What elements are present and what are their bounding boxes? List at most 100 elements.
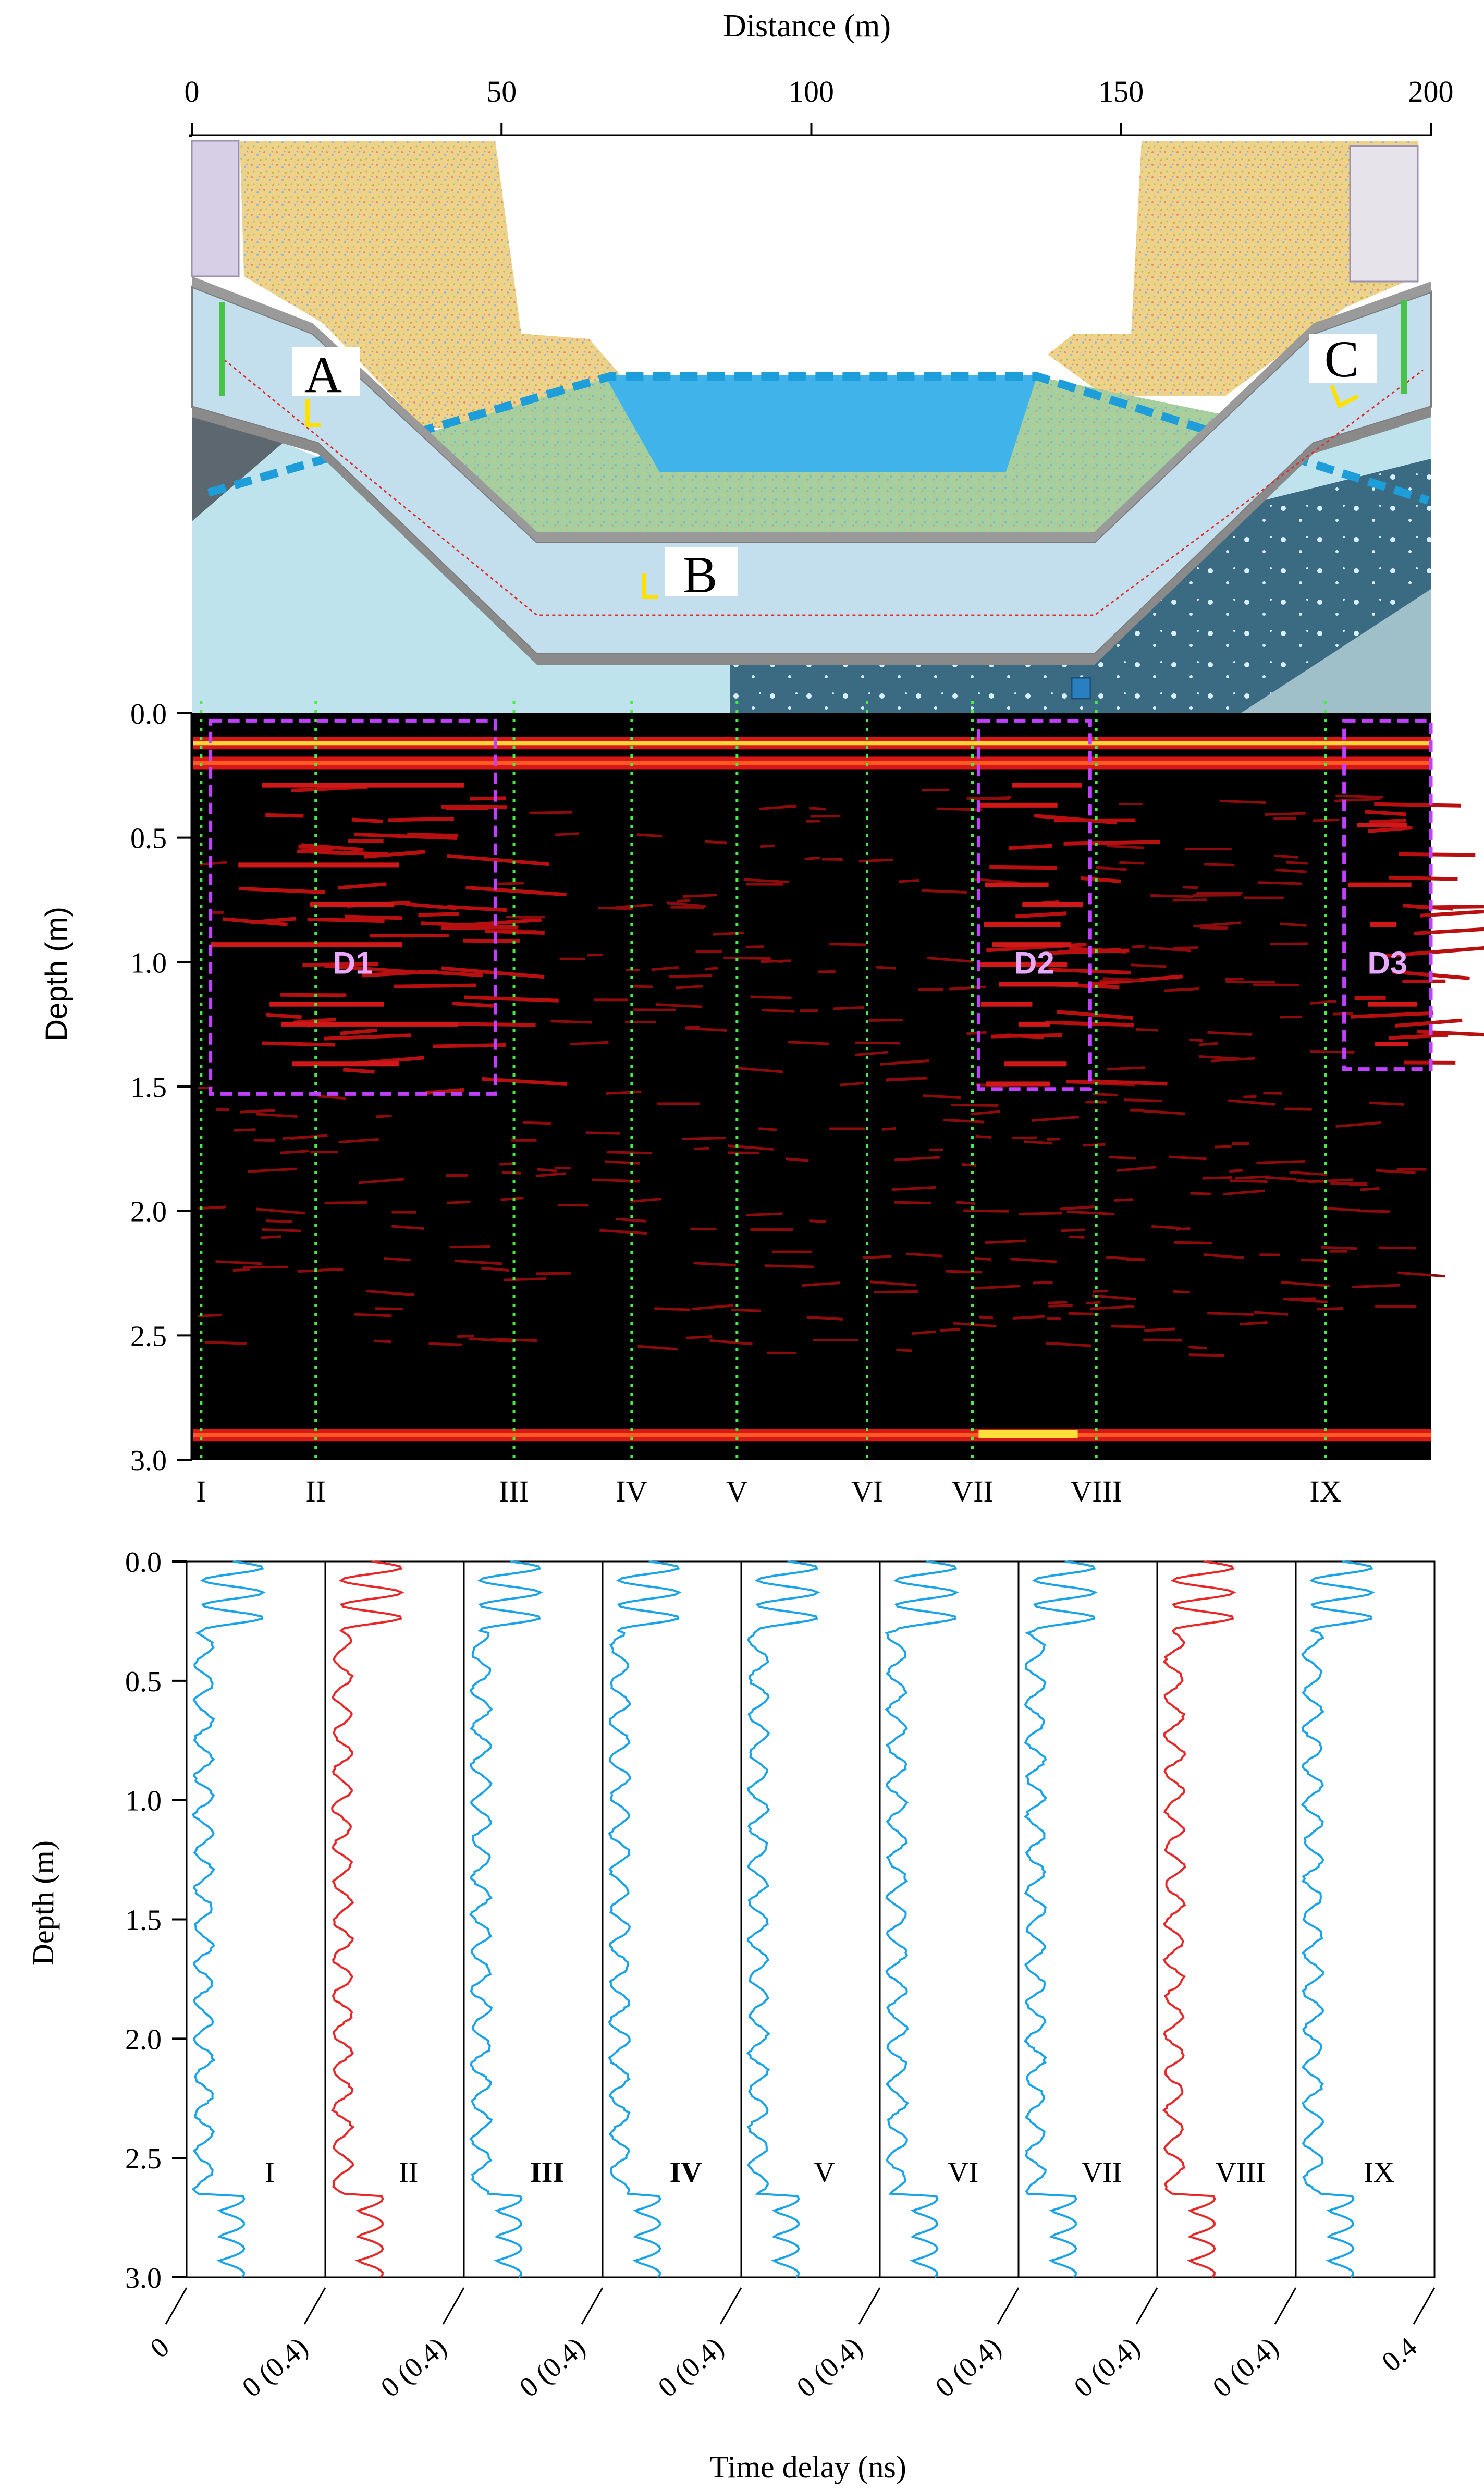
survey-line-label: V <box>726 1474 748 1508</box>
trace-line <box>469 1560 543 2278</box>
reflection-streak <box>1207 1312 1254 1316</box>
reflection-streak <box>1169 1155 1207 1161</box>
reflection-streak <box>1204 863 1235 867</box>
anomaly-band <box>1022 902 1083 907</box>
reflection-streak <box>1060 1228 1085 1232</box>
reflection-streak <box>923 1094 961 1100</box>
reflection-streak <box>1164 987 1199 992</box>
reflection-streak <box>989 865 1057 870</box>
time-delay-tick-label: 0 (0.4) <box>513 2331 591 2403</box>
reflection-streak <box>198 1205 226 1210</box>
reflection-streak <box>1068 1312 1100 1316</box>
reflection-streak <box>1046 1341 1091 1347</box>
reflection-streak <box>1360 1187 1380 1191</box>
reflection-streak <box>1089 1305 1135 1310</box>
reflection-streak <box>1215 1145 1232 1149</box>
reflection-streak <box>1015 911 1067 919</box>
reflection-streak <box>499 1162 517 1166</box>
reflection-streak <box>869 1280 916 1287</box>
reflection-streak <box>1286 861 1308 865</box>
reflection-streak <box>786 1157 809 1162</box>
reflection-streak <box>370 933 449 938</box>
reflection-streak <box>354 1313 392 1317</box>
reflection-streak <box>750 995 792 999</box>
time-delay-tick <box>581 2287 604 2325</box>
reflection-streak <box>1253 983 1299 986</box>
reflection-streak <box>840 1081 864 1087</box>
soil-left <box>224 141 626 428</box>
survey-line-label: III <box>499 1474 529 1508</box>
trace-label: V <box>814 2156 835 2189</box>
reflection-streak <box>1057 1010 1133 1020</box>
reflection-streak <box>1414 926 1484 935</box>
reflection-streak <box>405 902 457 910</box>
reflection-streak <box>1060 1205 1095 1211</box>
reflection-streak <box>522 1121 551 1125</box>
reflection-streak <box>808 807 826 811</box>
reflection-streak <box>956 1201 976 1205</box>
reflection-streak <box>750 1228 793 1231</box>
reflection-streak <box>1243 1095 1257 1098</box>
radargram-reflectors <box>192 737 1431 1442</box>
reflection-streak <box>1317 1307 1344 1311</box>
reflection-streak <box>535 1172 566 1178</box>
reflection-streak <box>1322 1206 1360 1212</box>
drain-box <box>1071 677 1091 700</box>
reflection-streak <box>670 906 705 909</box>
reflection-streak <box>1032 1116 1080 1122</box>
bright-spot <box>978 1430 1078 1438</box>
distance-tick-label: 50 <box>486 75 517 108</box>
reflection-streak <box>1047 1138 1060 1141</box>
anomaly-band <box>1012 783 1082 788</box>
reflection-streak <box>1048 1304 1073 1308</box>
reflection-streak <box>1130 1108 1145 1112</box>
radargram-ylabel: Depth (m) <box>40 907 73 1041</box>
reflection-streak <box>832 1006 865 1010</box>
reflection-streak <box>1024 1140 1052 1145</box>
reflection-streak <box>340 1028 377 1035</box>
reflection-streak <box>358 1178 404 1185</box>
reflection-streak <box>632 985 653 988</box>
trace-panel: Depth (m) 0.00.51.01.52.02.53.0 I II III IV… <box>26 1546 1436 2484</box>
reflection-streak <box>894 1156 940 1162</box>
time-delay-tick-label: 0.4 <box>1376 2331 1422 2377</box>
anomaly-band <box>262 783 464 788</box>
reflection-streak <box>684 1027 728 1032</box>
reflection-streak <box>1114 1198 1134 1202</box>
reflection-streak <box>685 1335 713 1339</box>
reflection-streak <box>657 1102 700 1105</box>
trace-subplot-frame <box>740 1560 881 2278</box>
reflection-streak <box>727 1144 774 1151</box>
anomaly-band <box>984 922 1061 927</box>
reflection-streak <box>345 914 402 920</box>
reflection-streak <box>971 1110 1000 1116</box>
reflection-streak <box>926 956 973 963</box>
reflection-streak <box>449 1245 491 1249</box>
reflection-streak <box>1203 1253 1244 1260</box>
time-delay-tick-label: 0 (0.4) <box>929 2331 1007 2403</box>
reflection-streak <box>238 886 325 895</box>
reflection-streak <box>374 1339 391 1344</box>
reflection-streak <box>1224 977 1244 981</box>
trace-label: VII <box>1082 2156 1122 2189</box>
reflection-streak <box>451 1001 494 1008</box>
anomaly-band <box>1004 1061 1067 1067</box>
reflection-streak <box>428 1342 463 1346</box>
reflection-streak <box>482 1077 568 1087</box>
reflection-streak <box>266 1012 302 1019</box>
depth-tick-label: 0.5 <box>130 823 167 855</box>
reflection-streak <box>394 983 476 988</box>
reflection-streak <box>1229 1169 1243 1173</box>
reflection-streak <box>862 1255 892 1260</box>
reflection-streak <box>1188 1345 1208 1350</box>
building-right <box>1349 145 1419 283</box>
reflection-streak <box>951 1103 999 1107</box>
reflection-streak <box>1335 794 1384 799</box>
reflection-streak <box>1348 1183 1368 1187</box>
reflection-streak <box>691 1304 734 1311</box>
reflection-streak <box>354 832 457 840</box>
reflection-streak <box>310 1151 338 1154</box>
reflection-streak <box>1354 996 1386 1000</box>
depth-tick-label: 1.5 <box>125 1905 162 1937</box>
reflection-streak <box>433 1043 506 1048</box>
